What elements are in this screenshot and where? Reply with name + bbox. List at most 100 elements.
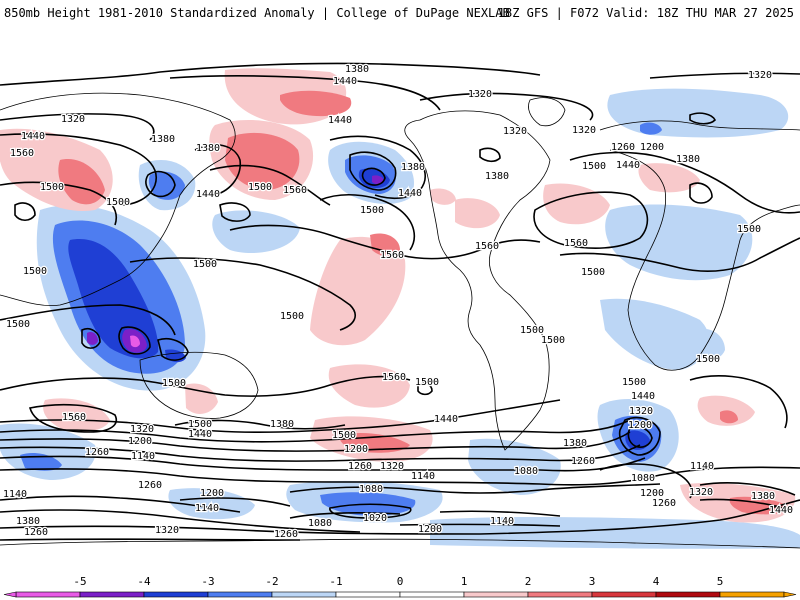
colorbar-tick-label: -1 [329, 575, 342, 588]
contour-1500-europe [559, 237, 800, 272]
contour-label: 1260 [274, 529, 298, 540]
contour-label: 1440 [616, 160, 640, 171]
contour-label: 1380 [345, 64, 369, 75]
contour-label: 1320 [572, 125, 596, 136]
contour-1200-south [0, 455, 646, 472]
colorbar-segment [79, 591, 145, 598]
contour-1440-north [169, 75, 441, 111]
contour-1260-antarctic [0, 538, 301, 541]
colorbar-tick-label: -3 [201, 575, 214, 588]
contour-indian-low [157, 337, 189, 361]
colorbar-tick-label: 2 [525, 575, 532, 588]
contour-1320-siberia [0, 113, 155, 141]
contour-label: 1140 [131, 451, 155, 462]
contour-1320-south [0, 431, 631, 452]
neg1-south-indian-west [0, 423, 96, 480]
contour-java-low [81, 327, 101, 349]
colorbar-tick-label: 5 [717, 575, 724, 588]
colorbar-segment [527, 591, 593, 598]
neg2-siberia [148, 171, 185, 200]
contour-label: 1320 [629, 406, 653, 417]
coast-australia [139, 351, 259, 419]
colorbar-segment [15, 591, 81, 598]
pos2-mid-pacific [370, 233, 400, 256]
contour-label: 1500 [332, 430, 356, 441]
contour-1440-arctic [0, 133, 157, 206]
contour-1500-alaska [319, 194, 416, 251]
contour-label: 1380 [485, 171, 509, 182]
contour-1200-south-b [0, 495, 561, 527]
contour-1140-south-b [179, 497, 561, 517]
contour-label: 1200 [200, 488, 224, 499]
contour-label: 1140 [411, 471, 435, 482]
contour-label: 1260 [24, 527, 48, 538]
map-header: 850mb Height 1981-2010 Standardized Anom… [0, 0, 800, 30]
contour-1500-pacific [209, 164, 331, 206]
contour-label: 1260 [652, 498, 676, 509]
contour-label: 1140 [3, 489, 27, 500]
pos1-south-pacific [328, 364, 410, 408]
contour-1020-south [329, 503, 412, 519]
contour-south-atl-small [417, 382, 433, 396]
pos2-kamchatka [225, 132, 300, 190]
contour-1380-alaska [329, 135, 426, 200]
contour-label: 1560 [475, 241, 499, 252]
contour-east-atlantic [479, 147, 501, 163]
contour-label: 1500 [248, 182, 272, 193]
contour-1260-south [0, 444, 641, 462]
colorbar-segment [719, 591, 785, 598]
contour-label: 1320 [61, 114, 85, 125]
contour-1320-south-b [0, 499, 800, 535]
pos1-tasman [185, 383, 218, 414]
contour-label: 1200 [640, 488, 664, 499]
contour-label: 1080 [359, 484, 383, 495]
contour-label: 1200 [640, 142, 664, 153]
contour-label: 1500 [737, 224, 761, 235]
colorbar-segment [399, 591, 465, 598]
contour-label: 1080 [308, 518, 332, 529]
pos2-siberia-west [58, 159, 105, 205]
pos1-atlantic [543, 183, 610, 225]
contour-1560-mid [229, 224, 541, 260]
contour-1500-east-indian [689, 375, 788, 429]
contour-1440-west-pacific [14, 202, 36, 222]
contour-label: 1380 [270, 419, 294, 430]
contour-label: 1080 [631, 473, 655, 484]
colorbar-tick-label: 4 [653, 575, 660, 588]
model-run-info: 18Z GFS | F072 Valid: 18Z THU MAR 27 202… [497, 6, 794, 20]
contour-label: 1500 [193, 259, 217, 270]
colorbar-tick-label: -2 [265, 575, 278, 588]
colorbar-segment [463, 591, 529, 598]
contour-label: 1200 [128, 436, 152, 447]
contour-label: 1200 [628, 420, 652, 431]
colorbar-tick-label: 0 [397, 575, 404, 588]
contour-1440-south [0, 399, 561, 433]
contour-label: 1560 [10, 148, 34, 159]
neg2-west-russia [640, 122, 662, 135]
colorbar-segment [271, 591, 337, 598]
pos1-east-north-america [430, 188, 456, 205]
contour-1440-sa-low [627, 425, 653, 448]
contour-1560-south [28, 403, 117, 433]
colorbar-segment [207, 591, 273, 598]
contour-label: 1260 [571, 456, 595, 467]
contour-label: 1440 [328, 115, 352, 126]
contour-label: 1440 [398, 188, 422, 199]
contour-label: 1140 [690, 461, 714, 472]
colorbar: -5 -4 -3 -2 -1 0 1 2 3 4 5 [3, 575, 797, 598]
contour-1260-south-b [0, 509, 361, 533]
contour-low-alaska-inner [361, 167, 386, 186]
coast-antarctica [0, 538, 800, 549]
contour-label: 1440 [196, 189, 220, 200]
contour-1500-north [0, 181, 117, 226]
contour-label: 1500 [581, 267, 605, 278]
contour-label: 1080 [514, 466, 538, 477]
contour-sib-blob [145, 170, 176, 198]
contour-label: 1500 [188, 419, 212, 430]
colorbar-min-arrow [3, 591, 17, 598]
contour-label: 1500 [40, 182, 64, 193]
contour-label: 1500 [106, 197, 130, 208]
contour-label: 1380 [563, 438, 587, 449]
contour-label: 1320 [468, 89, 492, 100]
